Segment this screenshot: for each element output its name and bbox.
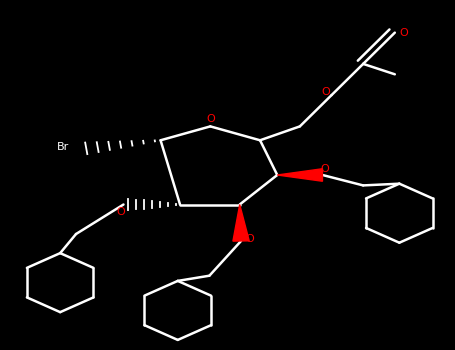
Text: O: O (320, 164, 329, 174)
Text: O: O (399, 28, 408, 38)
Polygon shape (233, 204, 249, 241)
Polygon shape (277, 169, 323, 181)
Text: O: O (246, 234, 254, 244)
Text: O: O (322, 87, 330, 97)
Text: Br: Br (57, 142, 69, 152)
Text: O: O (117, 207, 126, 217)
Text: O: O (206, 114, 215, 125)
